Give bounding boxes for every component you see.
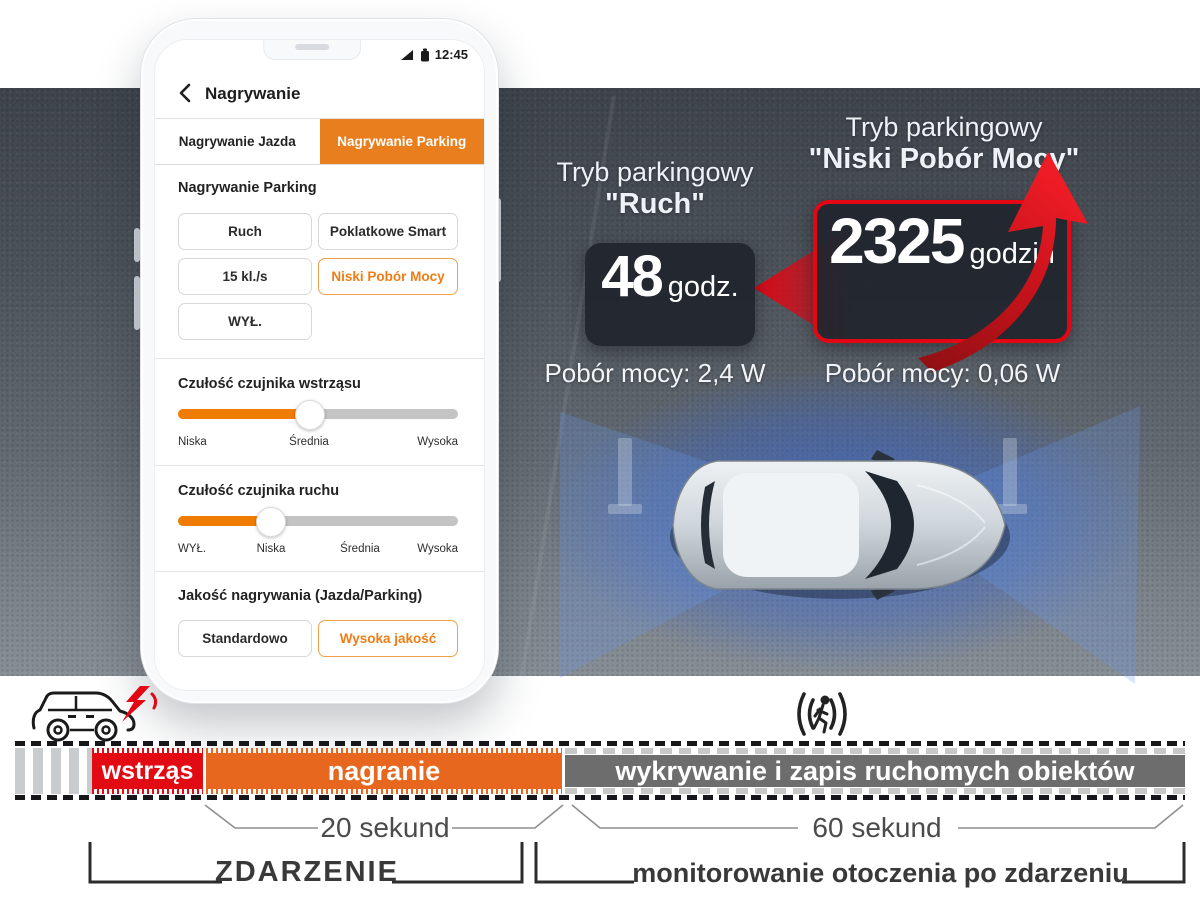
shock-label-srednia: Średnia xyxy=(289,436,329,448)
low-power-mode-hours-value: 2325 xyxy=(829,205,965,277)
phone-screen: 12:45 Nagrywanie Nagrywanie Jazda Nagryw… xyxy=(154,39,485,691)
timeline-segment-recording: nagranie xyxy=(206,748,562,794)
shock-label-wysoka: Wysoka xyxy=(417,436,458,448)
shock-label-niska: Niska xyxy=(178,436,207,448)
mode-button-poklatkowe-smart[interactable]: Poklatkowe Smart xyxy=(318,213,458,250)
motion-label-niska: Niska xyxy=(256,543,286,555)
section-title: Nagrywanie Parking xyxy=(178,180,317,196)
chevron-left-icon xyxy=(179,83,191,103)
page-title: Nagrywanie xyxy=(205,84,301,103)
quality-button-standardowo[interactable]: Standardowo xyxy=(178,620,312,657)
quality-button-wysoka-jakosc[interactable]: Wysoka jakość xyxy=(318,620,458,657)
parking-post-right xyxy=(1003,438,1017,506)
status-time: 12:45 xyxy=(434,47,468,62)
motion-sensitivity-slider[interactable] xyxy=(178,516,458,526)
mode-button-wyl[interactable]: WYŁ. xyxy=(178,303,312,340)
car-crash-icon xyxy=(31,691,136,742)
low-power-mode-power-label: Pobór mocy: 0,06 W xyxy=(824,358,1061,388)
motion-mode-value-box: 48 godz. xyxy=(585,243,755,346)
tab-nagrywanie-parking[interactable]: Nagrywanie Parking xyxy=(319,119,484,164)
shock-sensitivity-title: Czułość czujnika wstrząsu xyxy=(178,376,361,392)
motion-detection-icon xyxy=(797,692,847,736)
motion-label-wysoka: Wysoka xyxy=(417,543,458,555)
tab-nagrywanie-jazda[interactable]: Nagrywanie Jazda xyxy=(155,119,320,164)
low-power-mode-title: Tryb parkingowy "Niski Pobór Mocy" xyxy=(774,112,1114,176)
motion-label-srednia: Średnia xyxy=(340,543,380,555)
low-power-mode-title-line2: "Niski Pobór Mocy" xyxy=(808,143,1080,175)
motion-mode-title-line2: "Ruch" xyxy=(605,188,705,220)
tab-bar: Nagrywanie Jazda Nagrywanie Parking xyxy=(155,118,484,165)
event-label: ZDARZENIE xyxy=(215,856,399,888)
parking-post-left xyxy=(618,438,632,506)
strip-border-bottom xyxy=(15,795,1185,800)
speaker-grill xyxy=(294,44,329,50)
shock-slider-knob[interactable] xyxy=(295,400,325,430)
motion-label-wyl: WYŁ. xyxy=(178,543,207,555)
shock-flash-icon xyxy=(122,686,158,722)
divider xyxy=(155,465,484,466)
phone-frame: 12:45 Nagrywanie Nagrywanie Jazda Nagryw… xyxy=(140,18,499,704)
motion-mode-hours-value: 48 xyxy=(601,244,663,309)
phone-button-mute[interactable] xyxy=(134,228,140,262)
motion-mode-power-label: Pobór mocy: 2,4 W xyxy=(544,358,766,388)
divider xyxy=(155,571,484,572)
monitoring-label: monitorowanie otoczenia po zdarzeniu xyxy=(632,858,1129,888)
parking-post-left-base xyxy=(608,504,642,514)
mode-button-15-kl-s[interactable]: 15 kl./s xyxy=(178,258,312,295)
phone-button-volume[interactable] xyxy=(134,276,140,330)
divider xyxy=(155,358,484,359)
annotation-lines xyxy=(88,804,1186,884)
motion-sensitivity-title: Czułość czujnika ruchu xyxy=(178,483,340,499)
mode-button-niski-pobor-mocy[interactable]: Niski Pobór Mocy xyxy=(318,258,458,295)
motion-mode-title: Tryb parkingowy "Ruch" xyxy=(505,157,805,221)
quality-title: Jakość nagrywania (Jazda/Parking) xyxy=(178,588,423,604)
signal-icon xyxy=(400,49,413,60)
battery-icon xyxy=(420,48,429,61)
motion-mode-title-line1: Tryb parkingowy xyxy=(556,157,754,187)
back-button[interactable] xyxy=(175,82,197,104)
duration-60s-label: 60 sekund xyxy=(812,812,942,843)
phone-notch xyxy=(262,40,361,60)
mode-button-ruch[interactable]: Ruch xyxy=(178,213,312,250)
strip-border-top xyxy=(15,741,1185,746)
low-power-mode-title-line1: Tryb parkingowy xyxy=(845,112,1043,142)
motion-slider-knob[interactable] xyxy=(256,507,286,537)
duration-20s-label: 20 sekund xyxy=(320,812,450,843)
motion-mode-hours-unit: godz. xyxy=(667,271,739,303)
parking-post-right-base xyxy=(993,504,1027,514)
red-rising-arrow-icon xyxy=(918,152,1088,372)
timeline-segment-detection: wykrywanie i zapis ruchomych obiektów xyxy=(565,748,1185,794)
status-bar: 12:45 xyxy=(400,47,468,62)
timeline-pre-event-stripes xyxy=(15,748,92,794)
car-top-view xyxy=(670,450,1010,600)
timeline-segment-shock: wstrząs xyxy=(92,748,203,794)
